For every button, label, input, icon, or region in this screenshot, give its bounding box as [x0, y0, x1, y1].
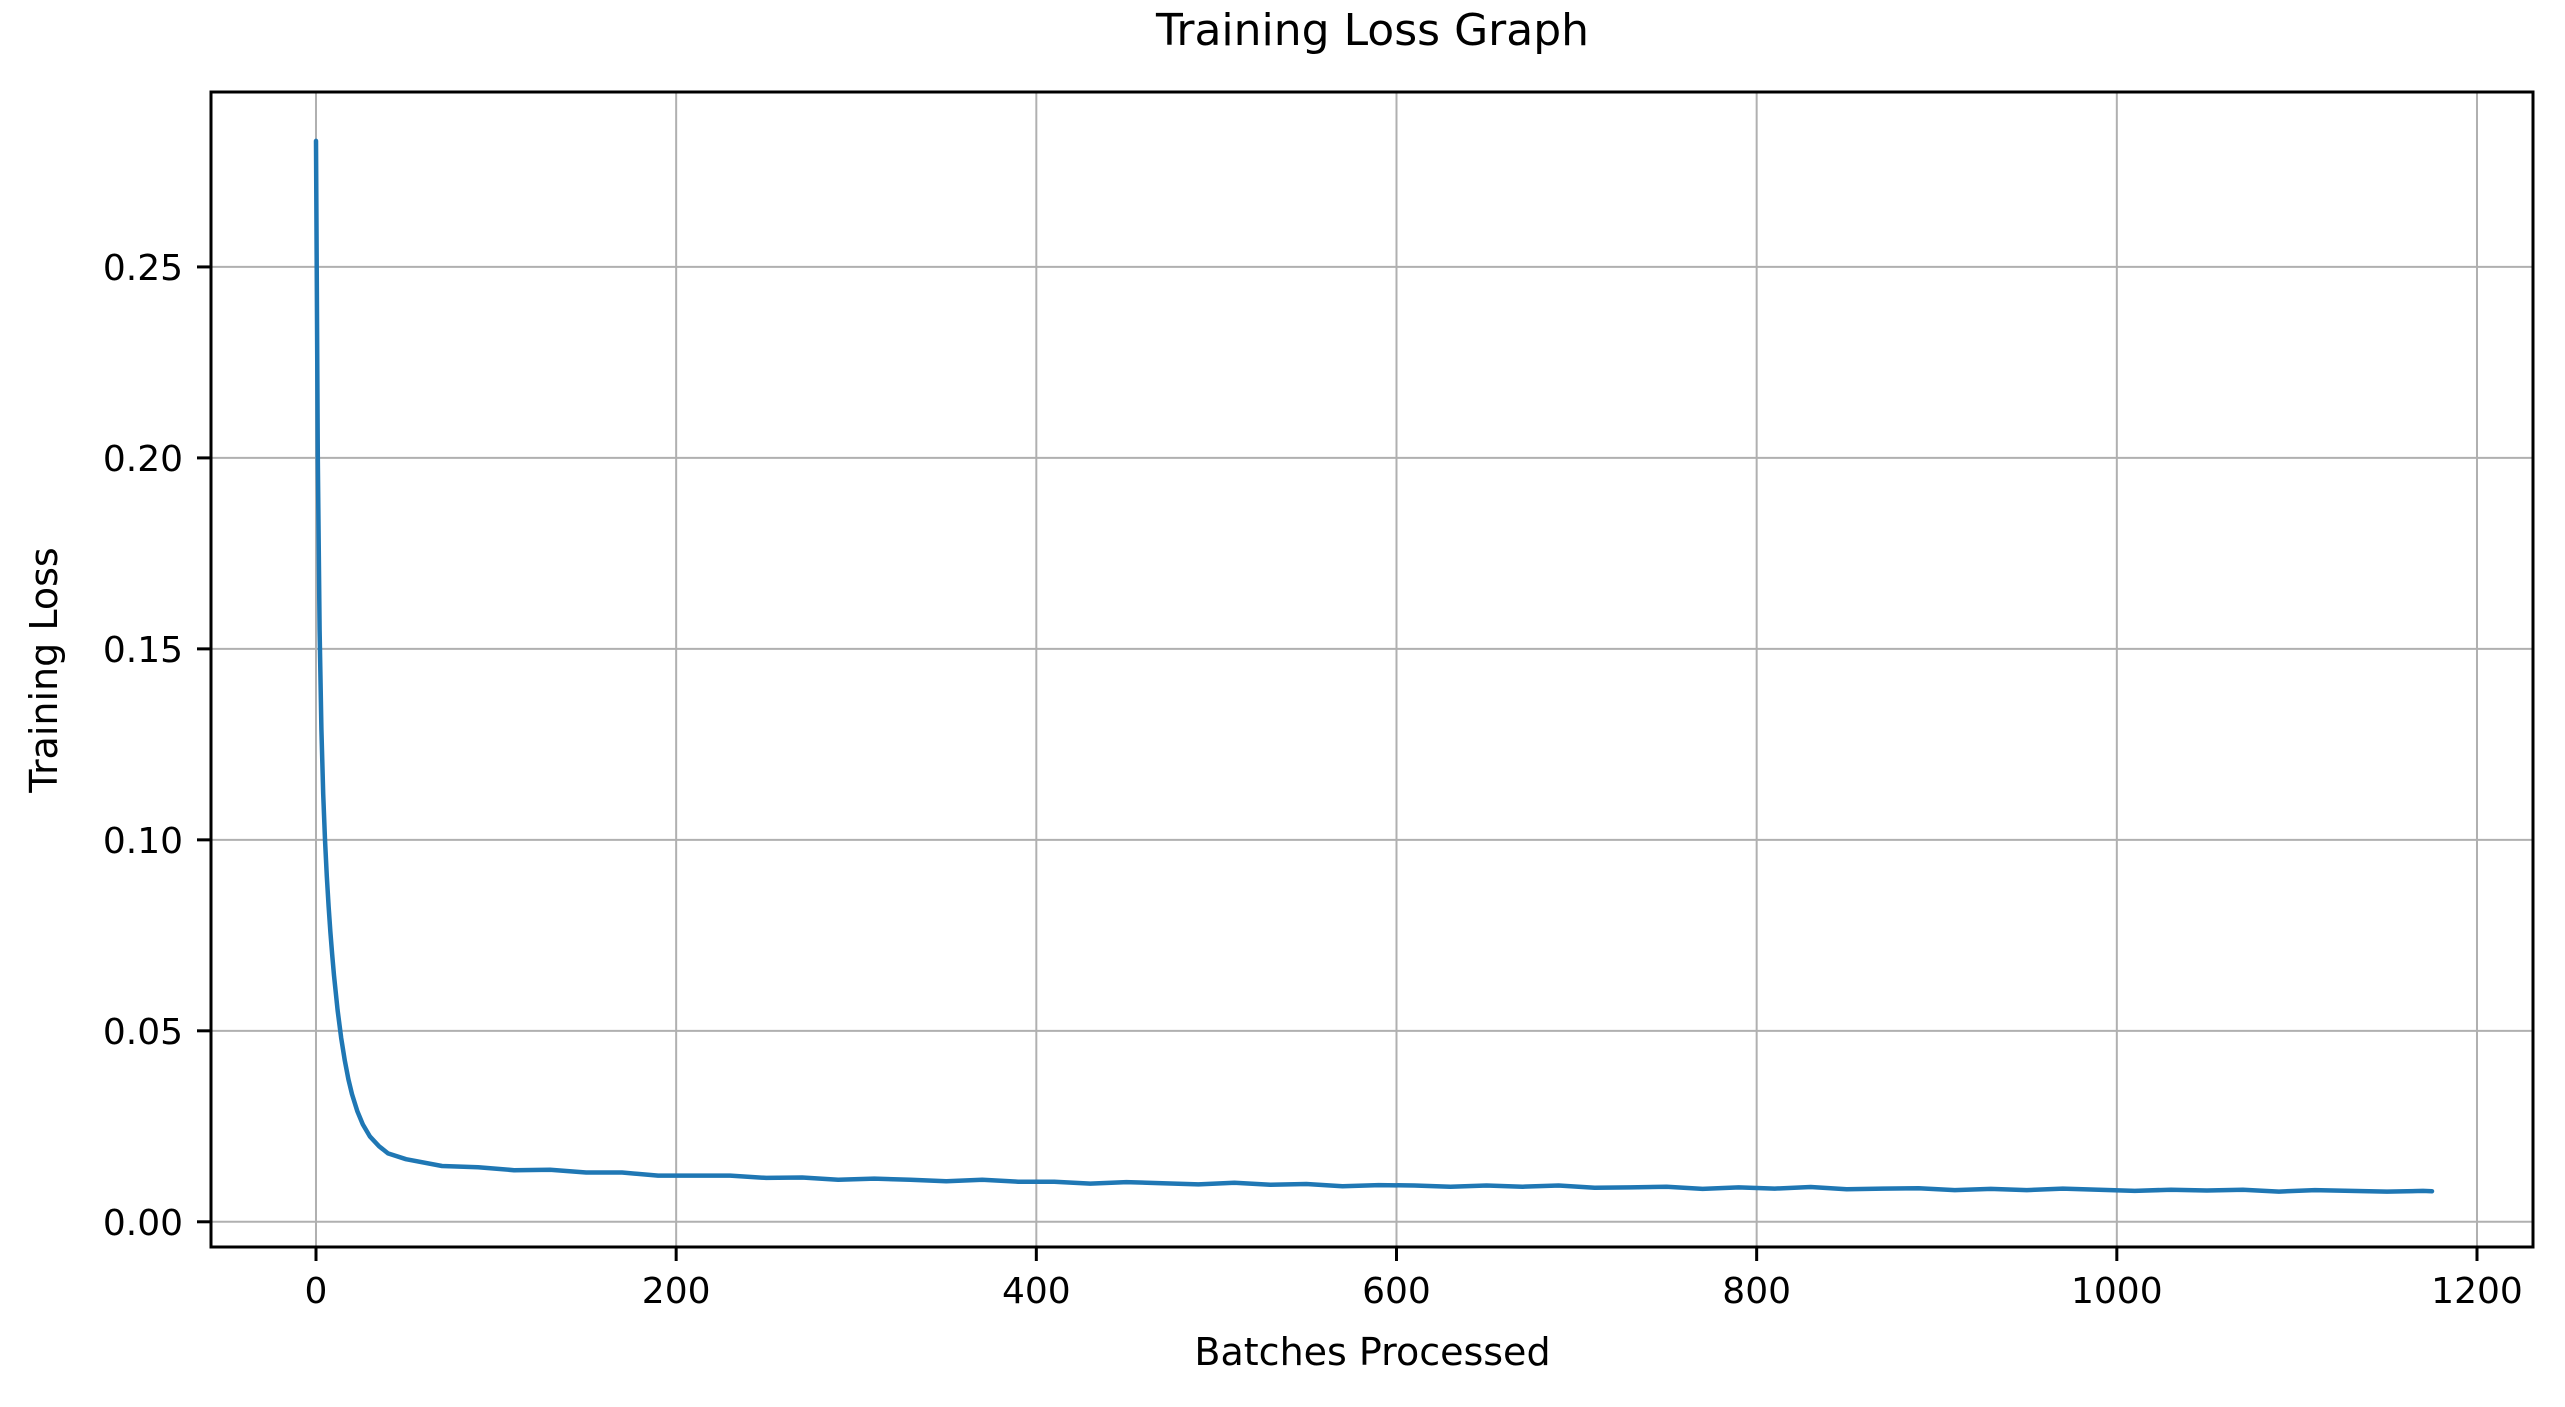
y-tick-label: 0.10	[103, 821, 183, 862]
x-axis-label: Batches Processed	[1194, 1330, 1551, 1374]
y-tick-label: 0.25	[103, 248, 183, 289]
x-tick-label: 400	[1002, 1271, 1071, 1312]
y-tick-label: 0.20	[103, 439, 183, 480]
y-tick-label: 0.15	[103, 630, 183, 671]
x-tick-label: 1200	[2431, 1271, 2523, 1312]
loss-curve	[313, 138, 2435, 1194]
chart-title: Training Loss Graph	[1155, 5, 1590, 56]
x-tick-label: 1000	[2071, 1271, 2163, 1312]
y-tick-label: 0.05	[103, 1012, 183, 1053]
plot-border	[209, 90, 2535, 1249]
y-tick-label: 0.00	[103, 1203, 183, 1244]
x-tick-label: 200	[642, 1271, 711, 1312]
y-axis-label: Training Loss	[22, 547, 67, 793]
x-tick-label: 800	[1722, 1271, 1791, 1312]
x-tick-label: 0	[305, 1271, 328, 1312]
x-tick-label: 600	[1362, 1271, 1431, 1312]
